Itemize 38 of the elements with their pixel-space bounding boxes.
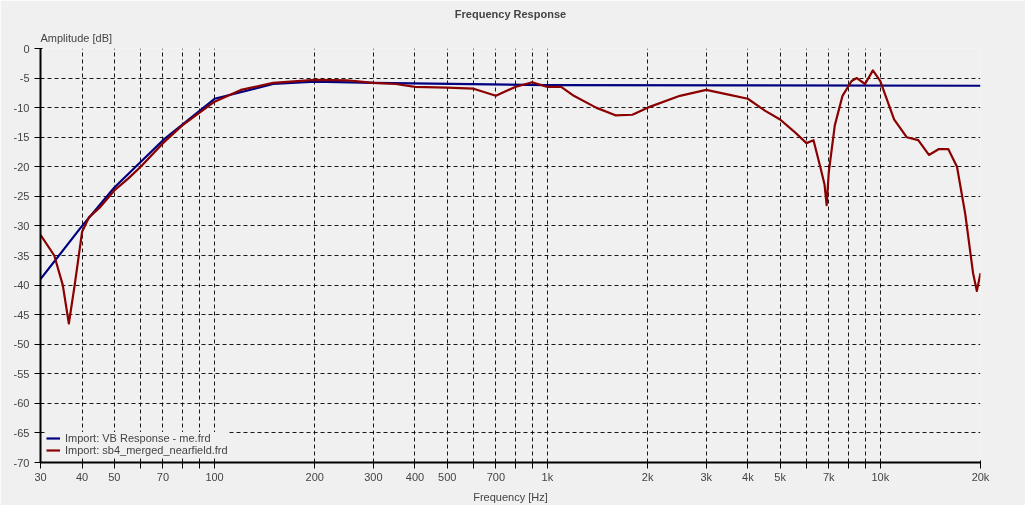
x-tick-label: 300 xyxy=(364,470,383,483)
x-tick-label: 200 xyxy=(305,470,324,483)
legend-label: Import: VB Response - me.frd xyxy=(65,432,211,444)
x-tick-label: 3k xyxy=(700,470,713,483)
y-tick-label: -55 xyxy=(13,367,30,380)
y-tick-label: -65 xyxy=(13,426,30,439)
y-tick-label: -20 xyxy=(13,160,30,173)
y-tick-label: -60 xyxy=(13,397,30,410)
y-tick-label: -10 xyxy=(13,101,30,114)
x-axis-title: Frequency [Hz] xyxy=(473,490,548,503)
x-tick-label: 1k xyxy=(541,470,554,483)
x-tick-label: 50 xyxy=(108,470,121,483)
x-tick-label: 4k xyxy=(742,470,755,483)
x-tick-label: 10k xyxy=(871,470,890,483)
y-tick-label: -15 xyxy=(13,131,30,144)
x-tick-label: 400 xyxy=(405,470,425,483)
y-tick-label: -50 xyxy=(13,338,30,351)
x-tick-label: 40 xyxy=(75,470,89,483)
y-tick-label: -25 xyxy=(13,190,30,203)
legend-label: Import: sb4_merged_nearfield.frd xyxy=(65,444,228,456)
x-tick-label: 2k xyxy=(641,470,654,483)
x-tick-label: 5k xyxy=(774,470,787,483)
x-tick-label: 100 xyxy=(205,470,224,483)
y-tick-label: -35 xyxy=(13,249,30,262)
x-tick-label: 70 xyxy=(156,470,170,483)
x-tick-label: 7k xyxy=(822,470,836,483)
x-tick-label: 20k xyxy=(971,470,990,483)
x-tick-label: 30 xyxy=(34,470,47,483)
x-tick-label: 700 xyxy=(486,470,506,483)
y-tick-label: -30 xyxy=(13,219,30,232)
y-tick-label: -5 xyxy=(19,72,30,85)
y-tick-label: 0 xyxy=(23,42,30,55)
y-axis-title: Amplitude [dB] xyxy=(40,31,113,44)
y-tick-label: -70 xyxy=(13,456,30,469)
chart-title: Frequency Response xyxy=(454,7,567,20)
y-tick-label: -40 xyxy=(13,279,30,292)
x-tick-label: 500 xyxy=(438,470,457,483)
y-tick-label: -45 xyxy=(13,308,30,321)
